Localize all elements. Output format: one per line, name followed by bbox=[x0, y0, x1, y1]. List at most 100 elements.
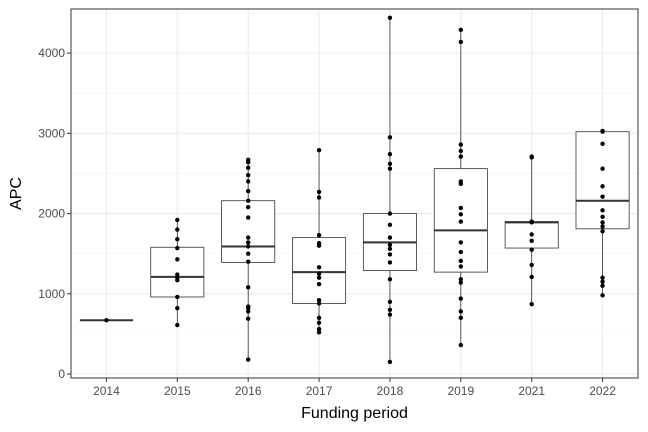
data-point bbox=[600, 141, 605, 146]
box-2022 bbox=[575, 130, 630, 296]
data-point bbox=[245, 179, 251, 184]
data-point bbox=[458, 280, 464, 285]
data-point bbox=[600, 194, 605, 199]
data-point bbox=[600, 166, 605, 171]
data-point bbox=[175, 227, 180, 232]
data-point bbox=[245, 240, 251, 245]
data-point bbox=[316, 320, 322, 325]
data-point bbox=[387, 151, 393, 157]
data-point bbox=[387, 235, 393, 240]
data-point bbox=[245, 235, 251, 240]
box-body bbox=[575, 131, 630, 230]
data-point bbox=[600, 224, 605, 229]
data-point bbox=[316, 233, 322, 238]
data-point bbox=[175, 237, 180, 242]
data-point bbox=[529, 247, 534, 252]
data-point bbox=[458, 205, 464, 211]
data-point bbox=[458, 309, 464, 314]
data-point bbox=[529, 302, 534, 307]
y-axis: 0 1000 2000 3000 4000 bbox=[38, 46, 71, 381]
data-point bbox=[458, 264, 464, 269]
data-point bbox=[387, 359, 393, 365]
data-point bbox=[600, 129, 605, 134]
data-point bbox=[600, 184, 605, 189]
data-point bbox=[245, 309, 251, 314]
x-tick-label: 2021 bbox=[518, 384, 545, 398]
data-point bbox=[175, 294, 180, 300]
data-point bbox=[245, 215, 251, 220]
data-point bbox=[104, 318, 109, 323]
data-points bbox=[104, 15, 605, 365]
data-point bbox=[316, 297, 322, 303]
data-point bbox=[458, 342, 464, 348]
data-point bbox=[458, 219, 464, 224]
y-tick-label: 1000 bbox=[38, 287, 65, 301]
data-point bbox=[316, 326, 322, 332]
data-point bbox=[316, 265, 322, 270]
x-tick-label: 2014 bbox=[93, 384, 120, 398]
data-point bbox=[458, 249, 464, 255]
data-point bbox=[458, 258, 464, 264]
data-point bbox=[387, 260, 393, 265]
data-point bbox=[458, 39, 464, 45]
data-point bbox=[458, 154, 464, 159]
x-tick-label: 2018 bbox=[377, 384, 404, 398]
data-point bbox=[387, 312, 393, 317]
data-point bbox=[316, 243, 322, 248]
data-point bbox=[245, 165, 251, 171]
x-axis-title: Funding period bbox=[301, 405, 408, 422]
data-point bbox=[245, 316, 251, 321]
data-point bbox=[387, 161, 393, 167]
y-tick-label: 4000 bbox=[38, 46, 65, 60]
data-point bbox=[245, 244, 251, 249]
data-point bbox=[245, 198, 251, 203]
data-point bbox=[175, 306, 180, 311]
data-point bbox=[458, 240, 464, 245]
data-point bbox=[387, 246, 393, 252]
x-tick-label: 2015 bbox=[164, 384, 191, 398]
data-point bbox=[458, 142, 464, 147]
data-point bbox=[175, 277, 180, 283]
data-point bbox=[387, 277, 393, 282]
data-point bbox=[387, 222, 393, 227]
data-point bbox=[175, 322, 180, 328]
data-point bbox=[529, 232, 534, 237]
data-point bbox=[245, 160, 251, 165]
data-point bbox=[175, 217, 180, 223]
data-point bbox=[245, 188, 251, 194]
y-axis-title: APC bbox=[8, 177, 25, 210]
data-point bbox=[175, 245, 180, 251]
data-point bbox=[175, 257, 180, 262]
data-point bbox=[387, 211, 393, 216]
data-point bbox=[529, 220, 534, 225]
y-tick-label: 3000 bbox=[38, 126, 65, 140]
data-point bbox=[316, 301, 322, 306]
data-point bbox=[529, 155, 534, 160]
data-point bbox=[458, 148, 464, 154]
data-point bbox=[175, 272, 180, 277]
data-point bbox=[387, 299, 393, 304]
x-axis: 2014 2015 2016 2017 2018 2019 2021 2022 bbox=[93, 378, 616, 398]
data-point bbox=[600, 293, 605, 298]
x-tick-label: 2019 bbox=[447, 384, 474, 398]
data-point bbox=[316, 195, 322, 200]
data-point bbox=[387, 242, 393, 248]
data-point bbox=[600, 275, 605, 280]
y-tick-label: 2000 bbox=[38, 207, 65, 221]
data-point bbox=[316, 271, 322, 276]
data-point bbox=[316, 315, 322, 321]
plot-panel-border bbox=[70, 8, 639, 379]
data-point bbox=[458, 181, 464, 187]
data-point bbox=[529, 238, 534, 244]
x-tick-label: 2022 bbox=[589, 384, 616, 398]
data-point bbox=[387, 135, 393, 140]
data-point bbox=[316, 281, 322, 287]
data-point bbox=[245, 306, 251, 311]
x-tick-label: 2017 bbox=[306, 384, 333, 398]
data-point bbox=[458, 296, 464, 301]
data-point bbox=[387, 252, 393, 257]
data-point bbox=[458, 315, 464, 321]
data-point bbox=[600, 220, 605, 225]
data-point bbox=[245, 172, 251, 178]
